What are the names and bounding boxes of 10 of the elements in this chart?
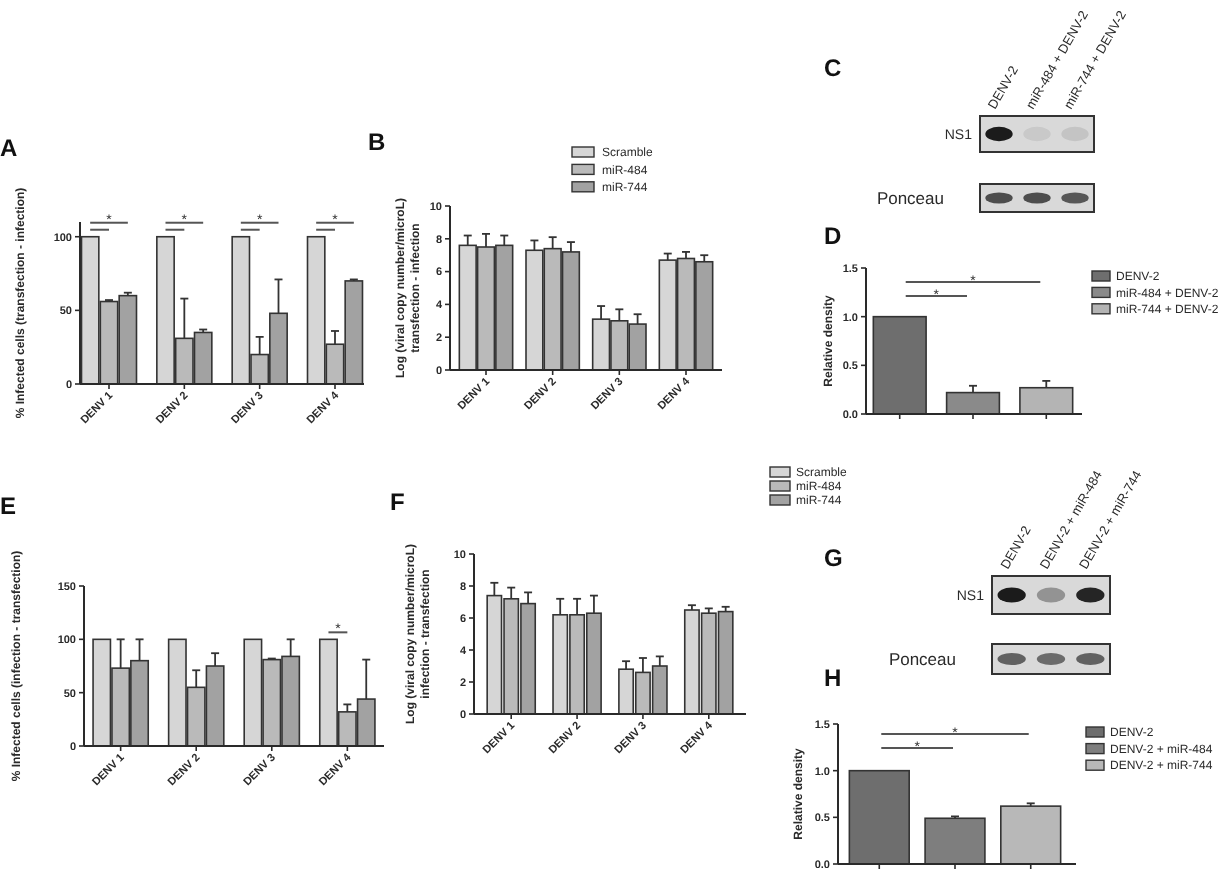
- chart-title: B: [368, 128, 386, 156]
- chart-title: A: [0, 134, 18, 162]
- chart-title: E: [0, 492, 17, 520]
- text: G: [824, 544, 843, 572]
- category-label: Ponceau: [888, 648, 956, 669]
- category-label: Ponceau: [876, 187, 944, 208]
- chart-title: H: [824, 664, 842, 692]
- text: C: [824, 54, 842, 82]
- chart-title: D: [824, 222, 842, 250]
- chart-title: F: [390, 488, 405, 516]
